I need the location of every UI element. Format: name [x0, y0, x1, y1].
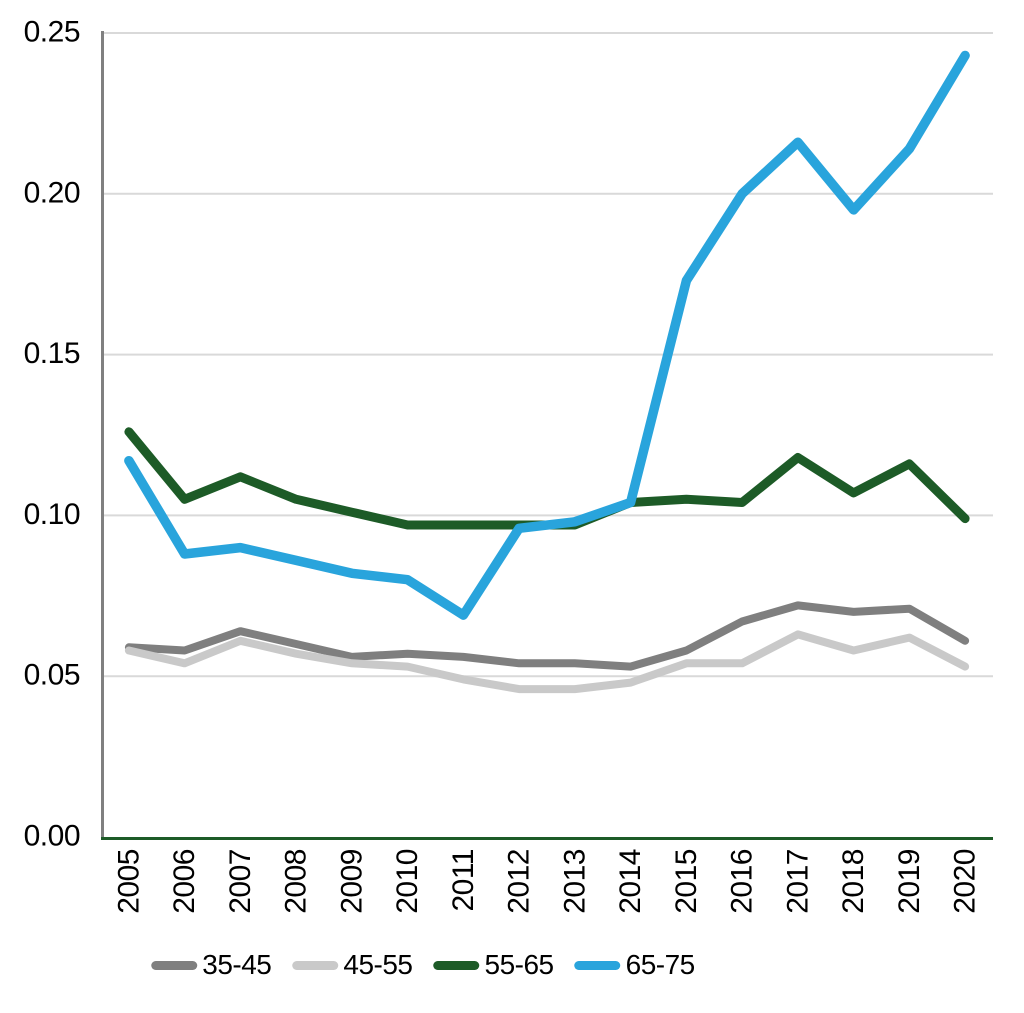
series-line-65-75	[124, 50, 970, 620]
x-tick-label: 2019	[893, 849, 926, 914]
legend-label-35-45: 35-45	[202, 949, 272, 980]
series-line-45-55	[124, 630, 970, 694]
legend-item-35-45: 35-45	[151, 949, 272, 980]
y-tick-label: 0.00	[24, 820, 80, 853]
legend-label-65-75: 65-75	[625, 949, 696, 980]
x-tick-label: 2012	[503, 849, 536, 914]
legend-item-65-75: 65-75	[574, 949, 696, 980]
legend-swatch-65-75	[574, 960, 621, 970]
chart-legend: 35-45 45-55 55-65 65-75	[151, 951, 695, 979]
x-tick-label: 2010	[391, 849, 424, 914]
x-tick-label: 2013	[558, 849, 591, 914]
y-tick-label: 0.15	[24, 337, 80, 370]
x-tick-label: 2009	[335, 849, 368, 914]
x-tick-label: 2007	[224, 849, 257, 914]
y-tick-label: 0.05	[24, 659, 80, 692]
x-tick-label: 2005	[112, 849, 145, 914]
x-tick-label: 2014	[614, 849, 647, 914]
x-tick-label: 2018	[837, 849, 870, 914]
x-tick-label: 2008	[280, 849, 313, 914]
y-tick-label: 0.25	[24, 16, 80, 49]
legend-item-45-55: 45-55	[292, 949, 413, 980]
x-tick-label: 2006	[168, 849, 201, 914]
legend-swatch-35-45	[151, 960, 198, 970]
legend-label-45-55: 45-55	[343, 949, 413, 980]
x-tick-label: 2020	[949, 849, 982, 914]
legend-item-55-65: 55-65	[433, 949, 555, 980]
x-tick-label: 2011	[447, 849, 480, 912]
y-tick-label: 0.10	[24, 498, 80, 531]
y-tick-label: 0.20	[24, 176, 80, 209]
legend-swatch-45-55	[292, 960, 339, 970]
x-tick-label: 2017	[781, 849, 814, 914]
x-tick-label: 2016	[726, 849, 759, 914]
x-tick-label: 2015	[670, 849, 703, 914]
legend-label-55-65: 55-65	[484, 949, 555, 980]
series-line-55-65	[124, 427, 970, 530]
legend-swatch-55-65	[433, 960, 480, 970]
series-line-35-45	[124, 601, 970, 671]
